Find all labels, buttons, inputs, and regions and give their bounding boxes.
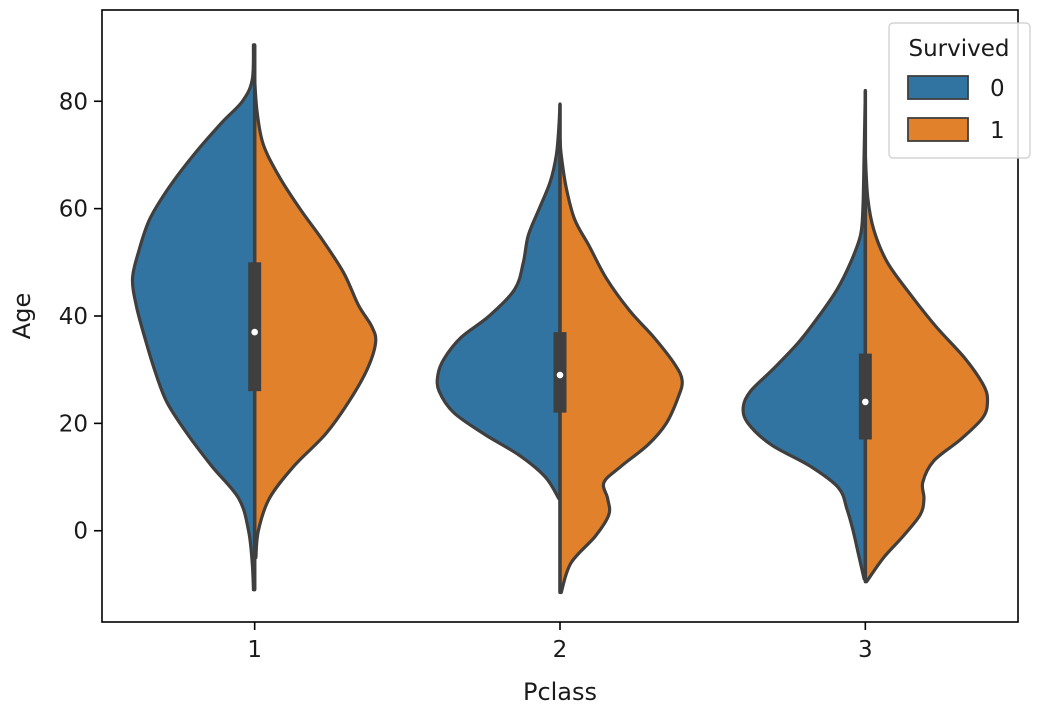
x-tick-label: 3 — [858, 637, 873, 663]
violin-half-class-3-survived-0 — [741, 88, 867, 581]
median-marker-class-1 — [251, 328, 258, 336]
x-axis-label: Pclass — [523, 678, 597, 706]
y-tick-label: 0 — [73, 519, 88, 545]
violin-half-class-2-survived-0 — [435, 102, 562, 501]
violin-half-class-2-survived-1 — [558, 137, 684, 595]
y-tick-label: 80 — [59, 89, 88, 115]
median-marker-class-3 — [862, 398, 869, 406]
legend: Survived 0 1 — [888, 22, 1031, 159]
legend-label-1: 1 — [990, 118, 1005, 144]
x-axis: 1 2 3 — [247, 622, 873, 663]
legend-swatch-1 — [907, 117, 969, 142]
y-tick-label: 20 — [59, 411, 88, 437]
y-tick-label: 40 — [59, 304, 88, 330]
violin-half-class-1-survived-0 — [130, 43, 257, 592]
median-marker-class-2 — [556, 371, 564, 379]
y-axis-label: Age — [8, 293, 36, 339]
violin-half-class-1-survived-1 — [253, 78, 378, 560]
y-axis: 0 20 40 60 80 — [59, 89, 102, 545]
iqr-box-class-3 — [858, 353, 872, 440]
violin-half-class-3-survived-1 — [863, 153, 990, 584]
legend-label-0: 0 — [990, 76, 1005, 102]
y-tick-label: 60 — [59, 197, 88, 223]
legend-swatch-0 — [907, 75, 969, 100]
x-tick-label: 2 — [553, 637, 568, 663]
iqr-box-class-1 — [248, 262, 262, 392]
violin-layer — [130, 43, 990, 595]
box-layer — [248, 262, 872, 440]
x-tick-label: 1 — [247, 637, 262, 663]
legend-title: Survived — [909, 36, 1010, 62]
